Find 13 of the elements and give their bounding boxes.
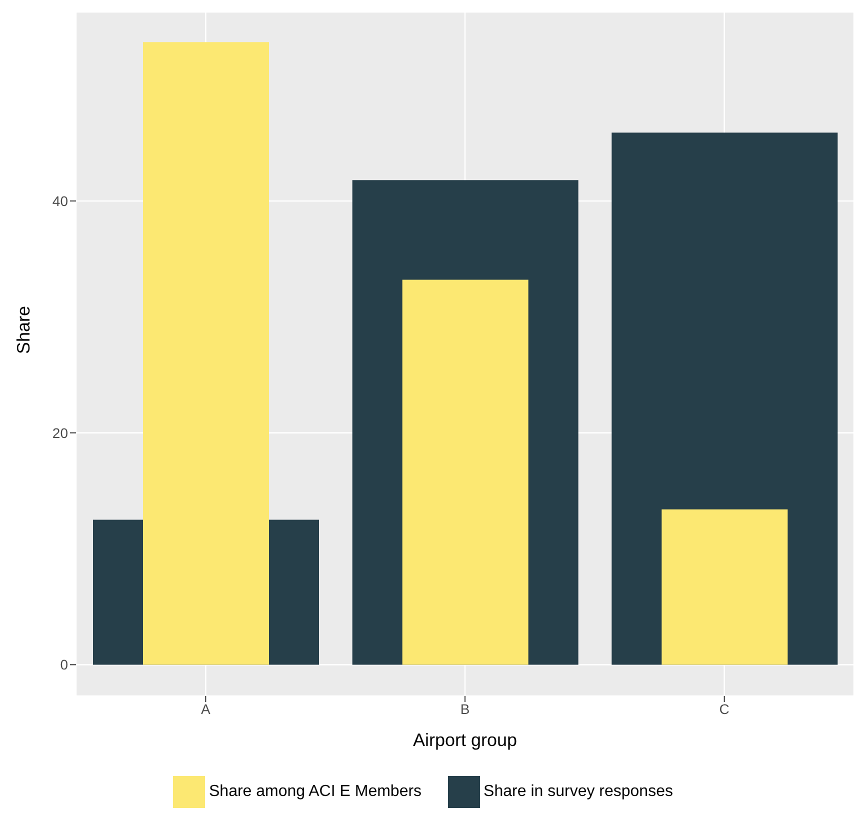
legend-label: Share among ACI E Members (209, 783, 422, 800)
y-tick-label: 40 (52, 192, 68, 209)
bar (662, 509, 788, 665)
bar (402, 280, 528, 665)
x-tick-label: A (200, 700, 211, 717)
bar (143, 42, 269, 665)
legend-label: Share in survey responses (484, 783, 673, 800)
x-axis-title: Airport group (412, 730, 518, 750)
y-tick-label: 20 (52, 424, 68, 441)
y-tick-label: 0 (60, 656, 68, 673)
x-tick-label: B (460, 700, 470, 717)
x-tick-label: C (719, 700, 730, 717)
y-axis-title: Share (13, 306, 34, 354)
